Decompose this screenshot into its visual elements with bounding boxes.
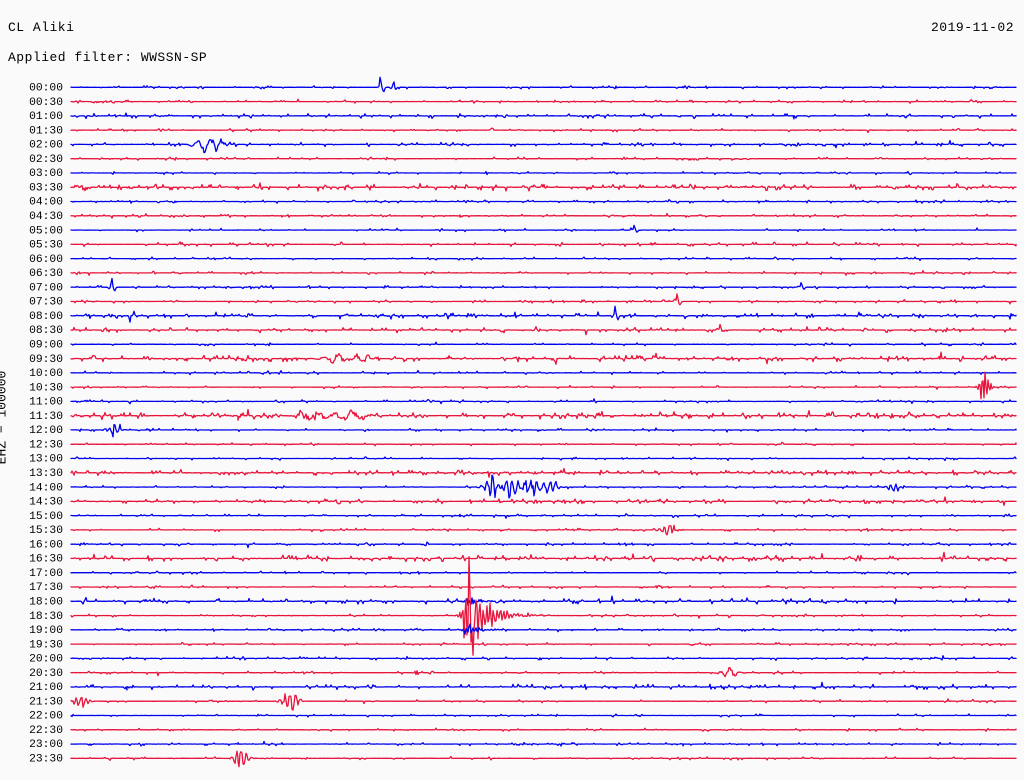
svg-text:05:00: 05:00: [29, 225, 63, 237]
svg-text:03:00: 03:00: [29, 168, 63, 180]
svg-text:01:00: 01:00: [29, 111, 63, 123]
svg-text:09:30: 09:30: [29, 354, 63, 366]
svg-text:06:00: 06:00: [29, 254, 63, 266]
svg-text:17:30: 17:30: [29, 582, 63, 594]
svg-text:05:30: 05:30: [29, 240, 63, 252]
svg-text:03:30: 03:30: [29, 182, 63, 194]
svg-text:15:30: 15:30: [29, 525, 63, 537]
svg-text:11:00: 11:00: [29, 397, 63, 409]
svg-text:01:30: 01:30: [29, 125, 63, 137]
svg-text:02:00: 02:00: [29, 140, 63, 152]
svg-text:19:00: 19:00: [29, 625, 63, 637]
svg-text:08:00: 08:00: [29, 311, 63, 323]
svg-text:04:30: 04:30: [29, 211, 63, 223]
svg-text:21:30: 21:30: [29, 696, 63, 708]
svg-text:22:00: 22:00: [29, 711, 63, 723]
svg-text:23:00: 23:00: [29, 739, 63, 751]
svg-text:17:00: 17:00: [29, 568, 63, 580]
svg-text:12:00: 12:00: [29, 425, 63, 437]
svg-text:09:00: 09:00: [29, 339, 63, 351]
svg-text:21:00: 21:00: [29, 682, 63, 694]
svg-text:07:30: 07:30: [29, 297, 63, 309]
svg-text:13:00: 13:00: [29, 454, 63, 466]
svg-text:20:30: 20:30: [29, 668, 63, 680]
svg-text:00:00: 00:00: [29, 83, 63, 95]
svg-text:14:00: 14:00: [29, 482, 63, 494]
svg-text:08:30: 08:30: [29, 325, 63, 337]
svg-text:00:30: 00:30: [29, 97, 63, 109]
svg-text:19:30: 19:30: [29, 639, 63, 651]
svg-text:14:30: 14:30: [29, 497, 63, 509]
svg-text:18:00: 18:00: [29, 596, 63, 608]
svg-text:22:30: 22:30: [29, 725, 63, 737]
svg-text:16:00: 16:00: [29, 539, 63, 551]
svg-text:02:30: 02:30: [29, 154, 63, 166]
svg-text:10:00: 10:00: [29, 368, 63, 380]
svg-text:15:00: 15:00: [29, 511, 63, 523]
svg-text:18:30: 18:30: [29, 611, 63, 623]
svg-text:16:30: 16:30: [29, 554, 63, 566]
svg-text:23:30: 23:30: [29, 754, 63, 766]
svg-text:11:30: 11:30: [29, 411, 63, 423]
svg-text:13:30: 13:30: [29, 468, 63, 480]
svg-text:06:30: 06:30: [29, 268, 63, 280]
svg-text:12:30: 12:30: [29, 439, 63, 451]
svg-text:20:00: 20:00: [29, 654, 63, 666]
svg-text:04:00: 04:00: [29, 197, 63, 209]
svg-text:10:30: 10:30: [29, 382, 63, 394]
svg-text:07:00: 07:00: [29, 282, 63, 294]
